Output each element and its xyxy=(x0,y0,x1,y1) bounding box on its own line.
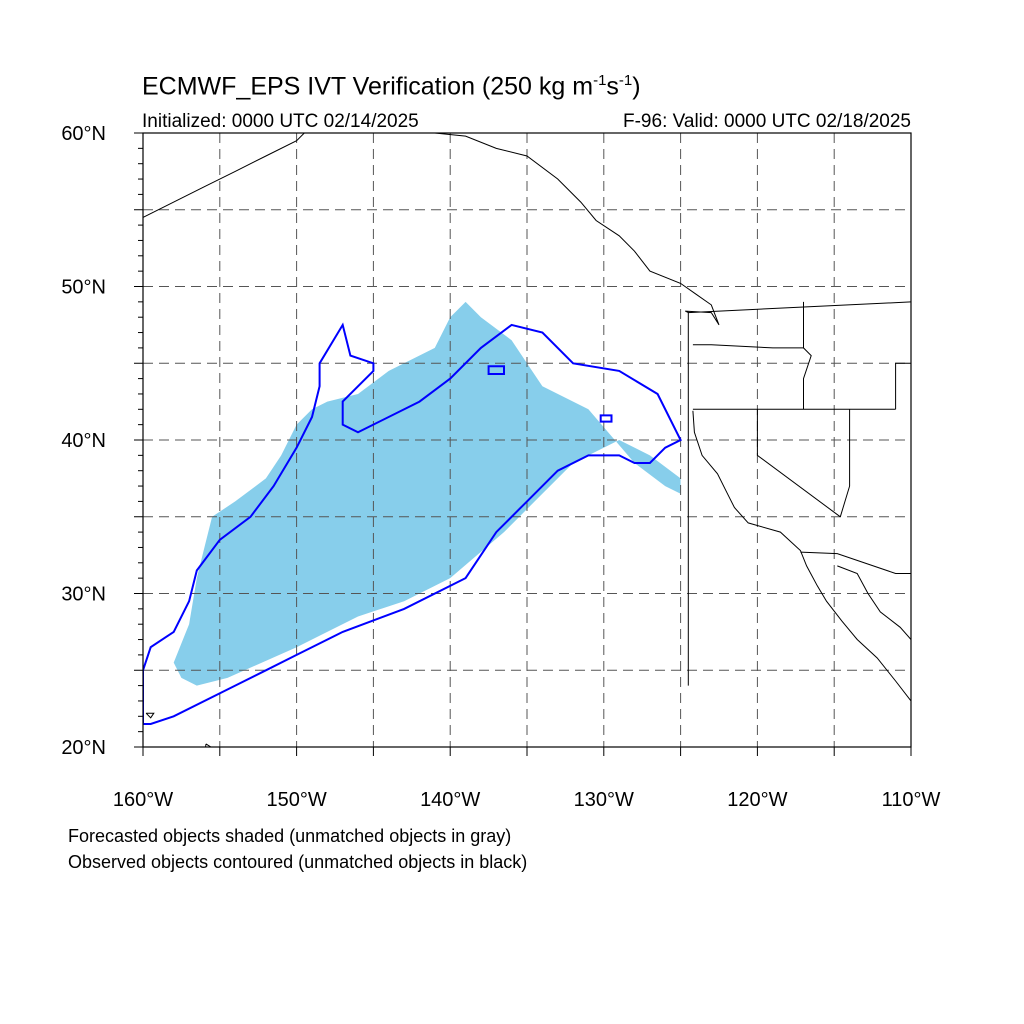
title-mid: s xyxy=(606,72,619,101)
axis-labels: 20°N 30°N 40°N 50°N 60°N 160°W 150°W 140°W 130°W… xyxy=(61,123,940,811)
map-title: ECMWF_EPS IVT Verification (250 kg m-1s-… xyxy=(142,72,641,101)
forecast-object-shading xyxy=(173,301,681,686)
border-us-mexico xyxy=(800,551,911,574)
lat-tick-label: 30°N xyxy=(61,584,106,606)
border-wa-or xyxy=(692,344,804,349)
border-wy xyxy=(895,362,911,410)
valid-time-label: F-96: Valid: 0000 UTC 02/18/2025 xyxy=(623,111,911,132)
coastline-layer xyxy=(143,133,911,747)
title-sup-2: -1 xyxy=(618,72,633,89)
lat-tick-label: 60°N xyxy=(61,123,106,145)
coastline-california xyxy=(692,410,911,702)
grid-layer xyxy=(143,133,911,747)
observed-object-contour-small xyxy=(487,365,505,375)
coastline-gulf-california xyxy=(837,565,911,640)
border-id xyxy=(803,301,812,410)
border-ca-nv xyxy=(756,409,841,518)
lon-tick-label: 160°W xyxy=(113,789,173,811)
forecast-layer xyxy=(173,301,681,686)
border-us-canada xyxy=(688,301,911,314)
coastline-alaska xyxy=(143,133,305,218)
caption-observed: Observed objects contoured (unmatched ob… xyxy=(68,852,528,872)
lon-tick-label: 150°W xyxy=(266,789,326,811)
title-sup-1: -1 xyxy=(593,72,607,89)
lat-tick-label: 20°N xyxy=(61,737,106,759)
lon-tick-label: 130°W xyxy=(574,789,634,811)
border-nv-ut xyxy=(839,409,851,517)
observed-object-contour-small xyxy=(599,414,613,423)
lat-tick-label: 50°N xyxy=(61,277,106,299)
coastline-west xyxy=(434,133,720,686)
observed-object-contour xyxy=(143,322,682,725)
lon-tick-label: 120°W xyxy=(727,789,787,811)
lat-tick-label: 40°N xyxy=(61,430,106,452)
lon-tick-label: 140°W xyxy=(420,789,480,811)
title-prefix: ECMWF_EPS IVT Verification (250 kg m xyxy=(142,72,594,101)
coastline-kauai xyxy=(145,712,155,719)
title-suffix: ) xyxy=(632,72,641,101)
caption-forecast: Forecasted objects shaded (unmatched obj… xyxy=(68,826,512,846)
observed-layer xyxy=(143,322,682,725)
init-time-label: Initialized: 0000 UTC 02/14/2025 xyxy=(142,111,419,132)
lon-tick-label: 110°W xyxy=(882,789,941,811)
frame-layer xyxy=(134,132,912,756)
